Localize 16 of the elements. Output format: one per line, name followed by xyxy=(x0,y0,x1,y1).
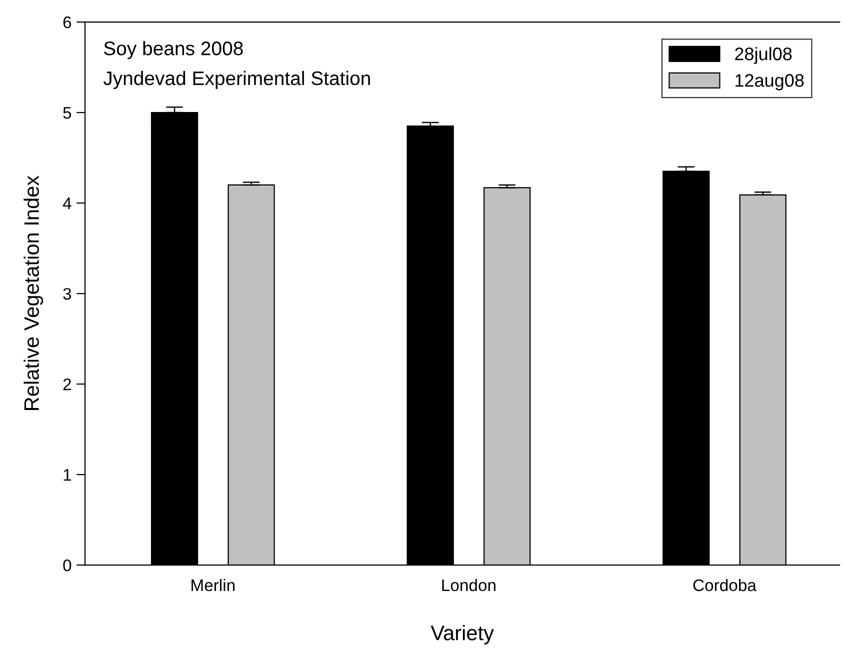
y-axis-title: Relative Vegetation Index xyxy=(24,176,44,410)
legend-label: 12aug08 xyxy=(736,74,804,90)
y-tick-label: 2 xyxy=(63,378,71,390)
annotation: Soy beans 2008 xyxy=(104,41,243,60)
legend-label: 28jul08 xyxy=(735,47,792,64)
y-tick-label: 1 xyxy=(64,469,71,481)
x-tick-label: Merlin xyxy=(192,578,235,592)
annotation: Jyndevad Experimental Station xyxy=(103,70,370,90)
y-tick-label: 4 xyxy=(62,198,72,210)
x-axis-title: Variety xyxy=(430,625,494,644)
y-tick-label: 6 xyxy=(63,16,72,28)
x-tick-label: London xyxy=(442,578,496,592)
y-tick-label: 5 xyxy=(63,107,72,119)
y-tick-label: 3 xyxy=(63,288,72,300)
y-tick-label: 0 xyxy=(63,559,72,572)
x-tick-label: Cordoba xyxy=(693,578,756,592)
